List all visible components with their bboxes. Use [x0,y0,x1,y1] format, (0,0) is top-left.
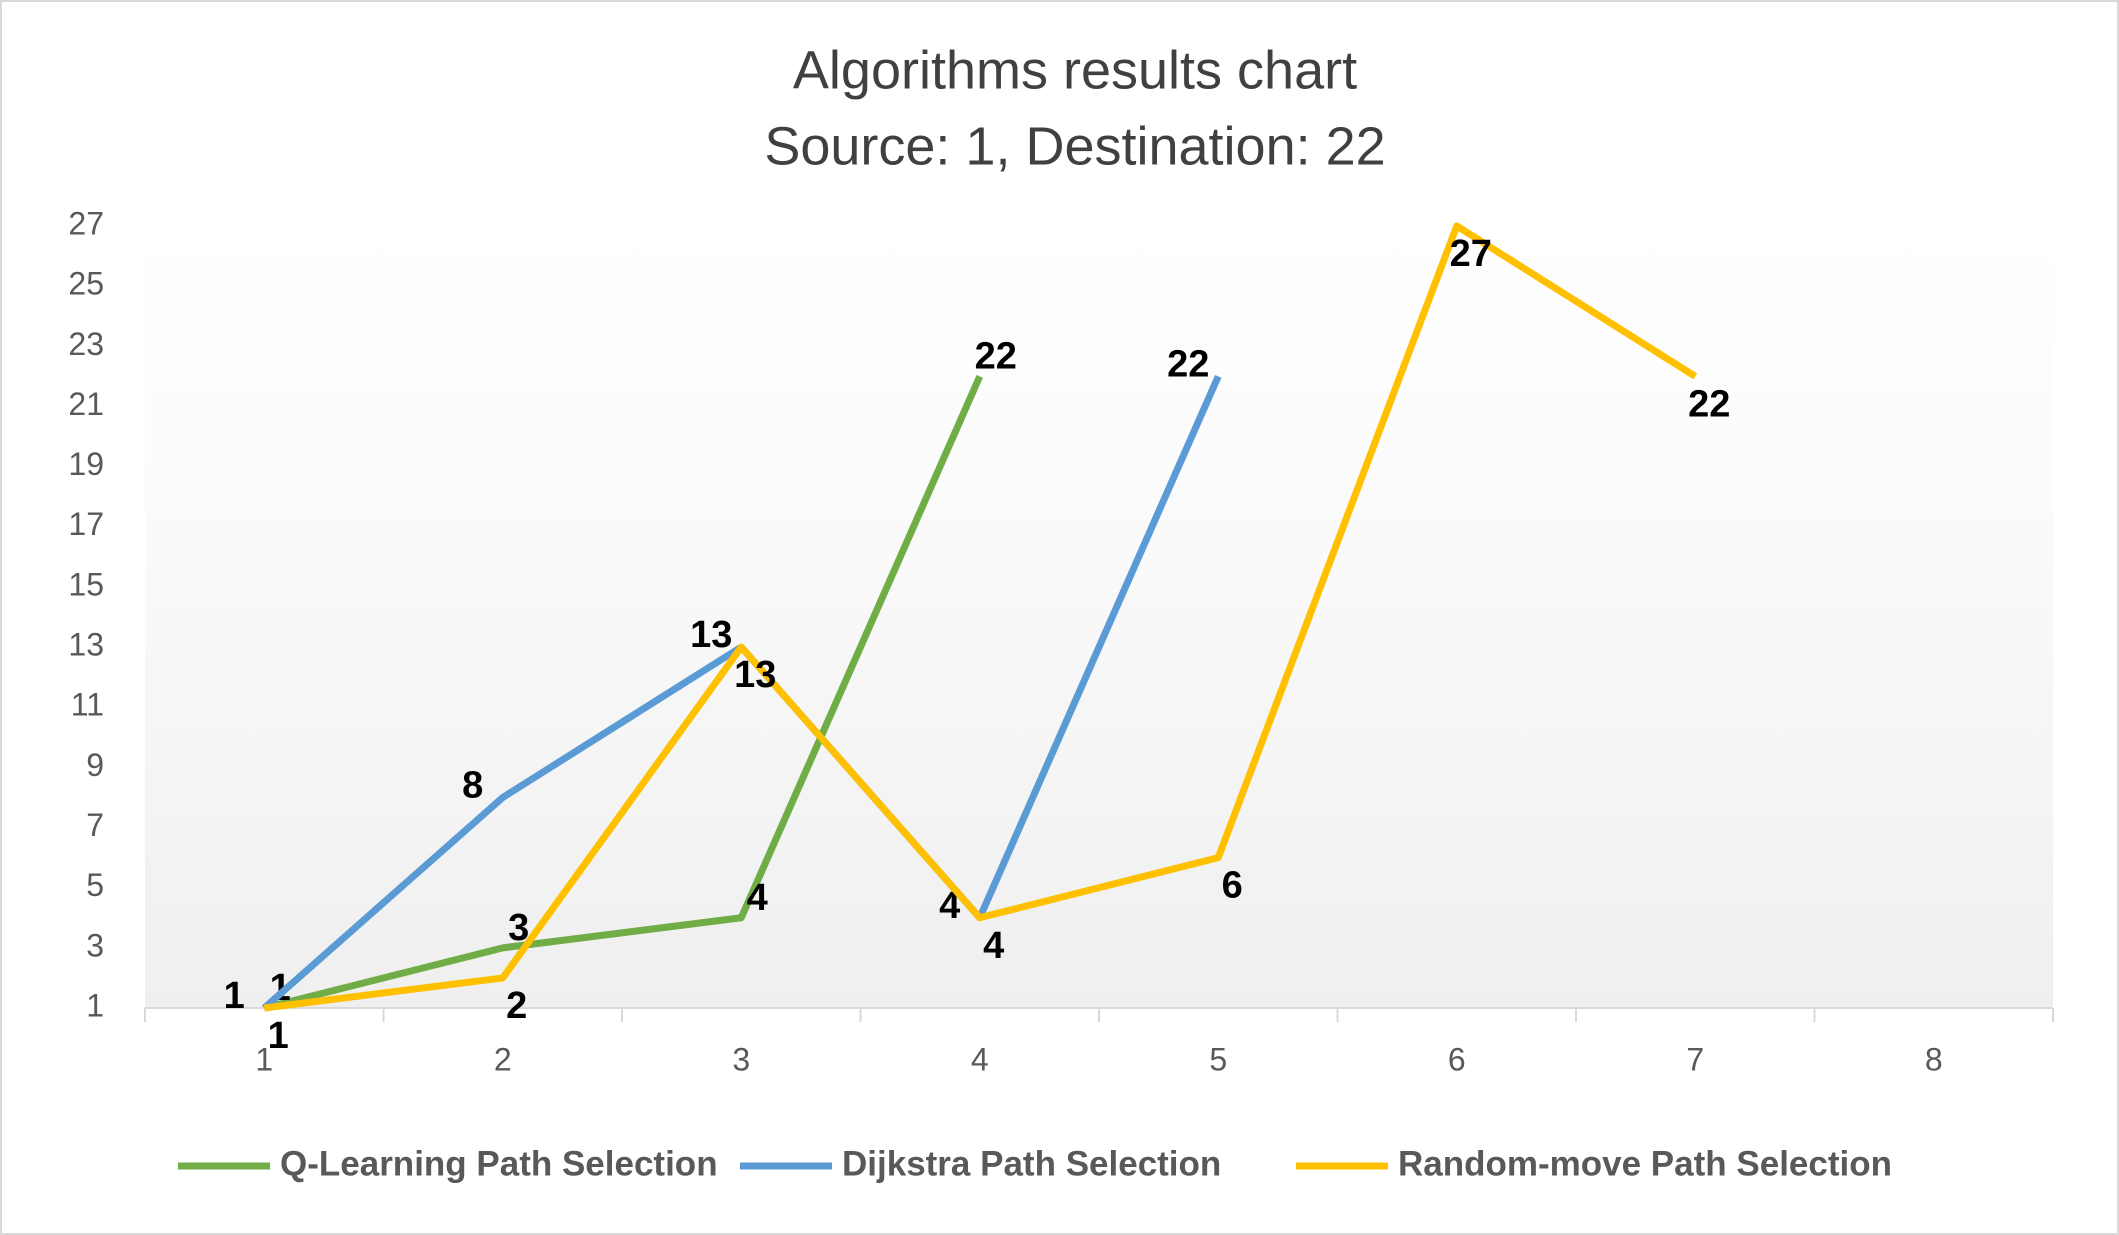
x-tick-label: 8 [1925,1041,1943,1077]
y-tick-label: 13 [68,627,104,663]
data-label: 13 [690,614,732,656]
y-tick-label: 7 [86,807,104,843]
data-label: 8 [462,764,483,806]
y-tick-label: 1 [86,987,104,1023]
legend-label: Random-move Path Selection [1398,1144,1892,1183]
data-label: 6 [1222,865,1243,907]
y-tick-label: 15 [68,566,104,602]
chart-subtitle: Source: 1, Destination: 22 [764,116,1385,176]
data-label: 22 [1688,383,1730,425]
legend-label: Dijkstra Path Selection [842,1144,1221,1183]
x-tick-label: 4 [971,1041,989,1077]
legend-label: Q-Learning Path Selection [280,1144,718,1183]
data-label: 22 [1167,343,1209,385]
y-tick-label: 25 [68,266,104,302]
plot-area [145,226,2053,1008]
data-label: 27 [1450,233,1492,275]
x-tick-label: 5 [1209,1041,1227,1077]
chart-title: Algorithms results chart [793,40,1357,100]
x-tick-label: 7 [1686,1041,1704,1077]
y-tick-label: 3 [86,927,104,963]
y-tick-label: 11 [71,687,104,723]
series-line [263,374,983,1012]
data-label: 22 [975,335,1017,377]
data-label: 4 [747,877,768,919]
x-tick-label: 3 [732,1041,750,1077]
y-tick-label: 19 [68,446,104,482]
data-label: 1 [268,1015,289,1057]
y-tick-label: 21 [68,386,104,422]
y-tick-label: 27 [68,205,104,241]
data-label: 4 [983,925,1004,967]
y-tick-label: 23 [68,326,104,362]
y-tick-label: 5 [86,867,104,903]
data-label: 2 [506,985,527,1027]
data-label: 1 [224,975,245,1017]
x-tick-label: 6 [1448,1041,1466,1077]
x-tick-label: 2 [494,1041,512,1077]
data-label: 4 [939,885,960,927]
y-tick-label: 17 [68,506,104,542]
y-tick-label: 9 [86,747,104,783]
data-label: 13 [734,654,776,696]
data-label: 3 [508,907,529,949]
x-tick-label: 1 [255,1041,273,1077]
series-line [263,222,1698,1012]
